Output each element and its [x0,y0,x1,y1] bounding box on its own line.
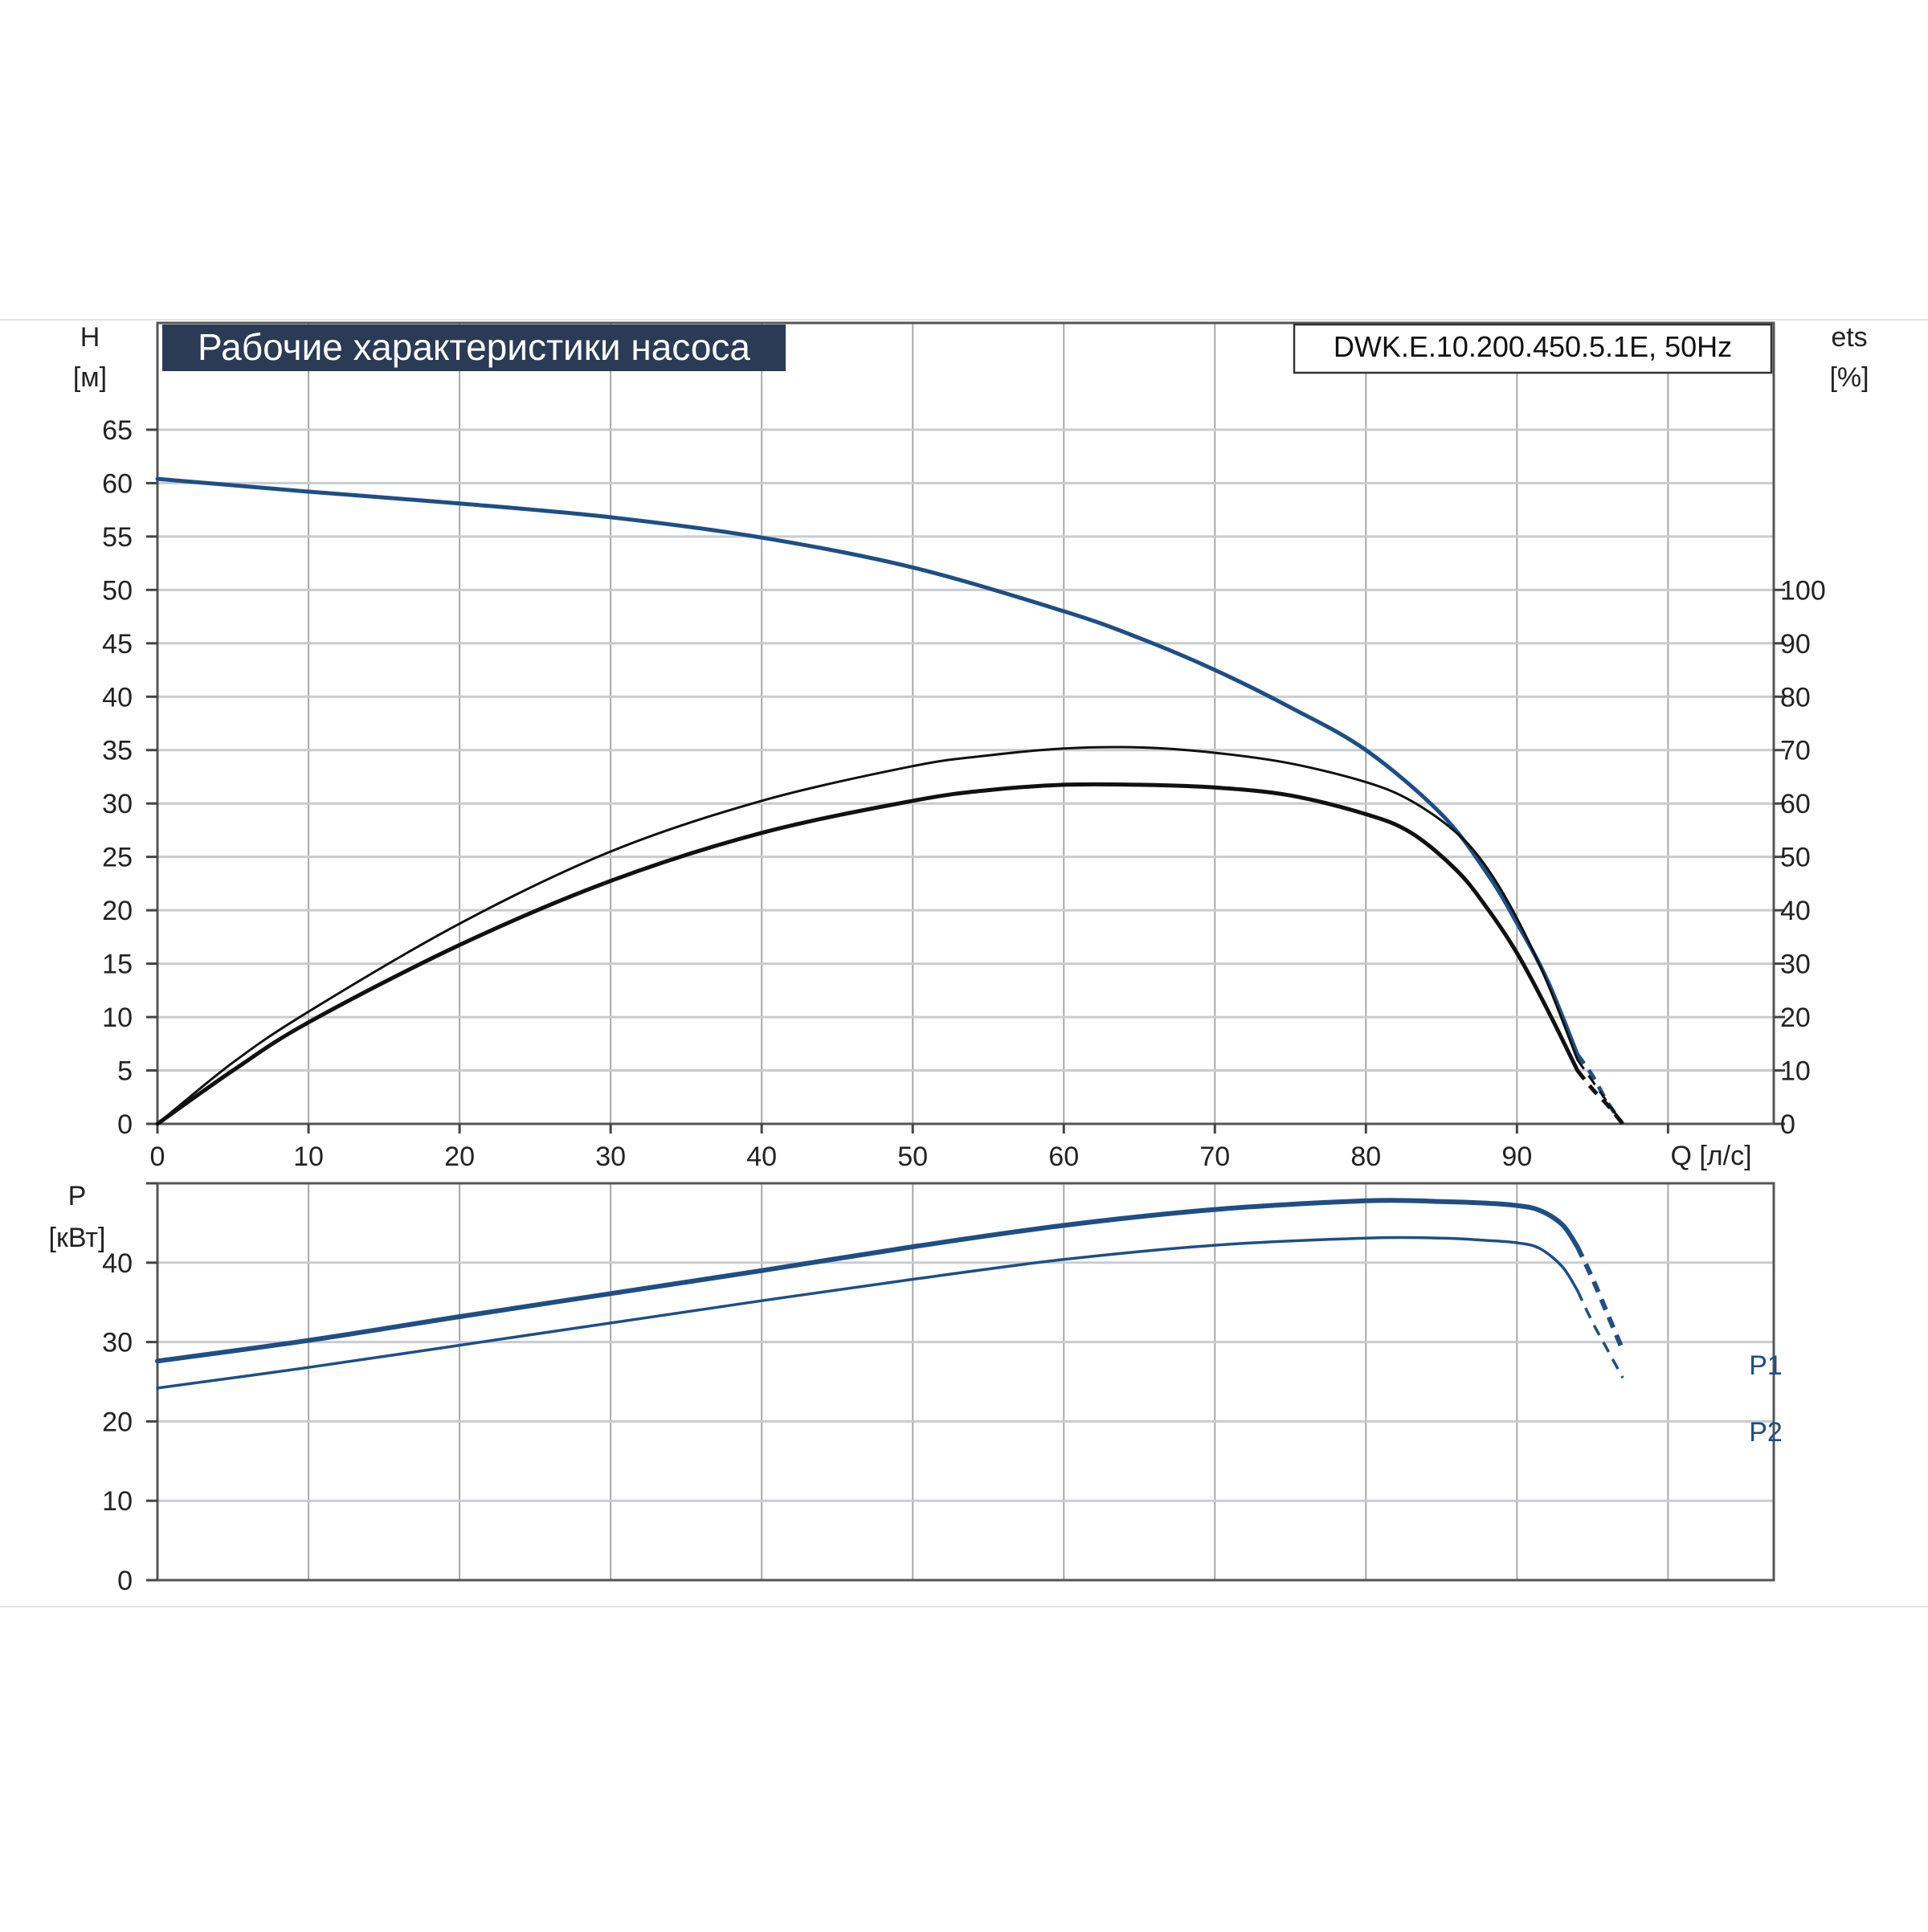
efficiency-tick-label: 60 [1780,789,1811,819]
head-tick-label: 15 [102,950,133,980]
efficiency-tick-label: 70 [1780,736,1811,766]
head-axis-unit: [м] [73,362,107,393]
flow-tick-label: 60 [1048,1142,1079,1172]
legend-p2: P2 [1749,1417,1783,1448]
head-tick-label: 20 [102,896,133,926]
efficiency-y-ticks: 0 10 20 30 40 50 60 70 80 90 100 [1780,575,1826,1140]
efficiency-axis-label: ets [1831,322,1867,353]
efficiency-tick-label: 0 [1780,1109,1795,1140]
power-tick-label: 40 [102,1248,133,1279]
flow-x-ticks: 0 10 20 30 40 50 60 70 80 90 [150,1142,1533,1172]
series-line-head [155,476,1580,1057]
power-axis-label: P [68,1181,87,1211]
title-box [162,325,786,371]
tick-marks [146,428,1785,1582]
power-axis-unit: [кВт] [49,1223,106,1253]
series-line-efficiency_2 [155,782,1580,1126]
power-tick-label: 0 [117,1566,133,1596]
efficiency-tick-label: 90 [1780,629,1811,660]
flow-axis-label: Q [л/с] [1670,1141,1751,1171]
power-tick-label: 10 [102,1486,133,1517]
efficiency-tick-label: 50 [1780,843,1811,873]
efficiency-tick-label: 20 [1780,1003,1811,1033]
series-line-dashed-efficiency_2 [1575,1068,1624,1125]
power-chart-frame [156,1182,1775,1582]
series-line-dashed-p2 [1576,1289,1624,1379]
model-label: DWK.E.10.200.450.5.1E, 50Hz [1334,330,1732,363]
head-tick-label: 0 [117,1109,133,1140]
head-y-ticks: 0 5 10 15 20 25 30 35 40 45 50 55 60 65 [102,415,133,1140]
head-tick-label: 40 [102,682,133,713]
head-tick-label: 30 [102,789,133,819]
head-tick-label: 50 [102,575,133,606]
flow-tick-label: 80 [1350,1142,1381,1172]
power-tick-label: 30 [102,1328,133,1358]
power-chart-curves [155,1198,1625,1390]
flow-tick-label: 40 [746,1142,777,1172]
series-line-p1 [155,1198,1580,1364]
page-title: Рабочие характеристики насоса [198,326,750,368]
head-tick-label: 45 [102,629,133,660]
head-axis-label: H [80,322,100,353]
efficiency-tick-label: 30 [1780,950,1811,980]
flow-tick-label: 90 [1501,1142,1532,1172]
efficiency-tick-label: 40 [1780,896,1811,926]
flow-tick-label: 20 [444,1142,475,1172]
series-line-dashed-head [1575,1053,1625,1125]
head-chart-curves [155,476,1625,1126]
efficiency-tick-label: 100 [1780,575,1826,606]
head-tick-label: 35 [102,736,133,766]
flow-tick-label: 70 [1199,1142,1230,1172]
efficiency-tick-label: 80 [1780,682,1811,713]
flow-tick-label: 10 [293,1142,324,1172]
efficiency-axis-unit: [%] [1829,362,1869,393]
flow-tick-label: 0 [150,1142,165,1172]
power-y-ticks: 0 10 20 30 40 [102,1248,133,1596]
series-line-p2 [156,1236,1579,1390]
series-line-efficiency_1 [156,745,1579,1125]
power-chart-grid [157,1182,1774,1580]
head-chart-grid [157,323,1774,1124]
head-tick-label: 5 [117,1056,133,1087]
head-tick-label: 65 [102,415,133,446]
flow-tick-label: 50 [897,1142,928,1172]
power-tick-label: 20 [102,1407,133,1437]
head-tick-label: 60 [102,468,133,499]
legend-p1: P1 [1749,1350,1783,1381]
model-box [1293,323,1773,374]
head-tick-label: 55 [102,522,133,553]
head-chart-frame [156,321,1775,1125]
flow-tick-label: 30 [595,1142,626,1172]
head-tick-label: 10 [102,1003,133,1033]
efficiency-tick-label: 10 [1780,1056,1811,1087]
head-tick-label: 25 [102,843,133,873]
